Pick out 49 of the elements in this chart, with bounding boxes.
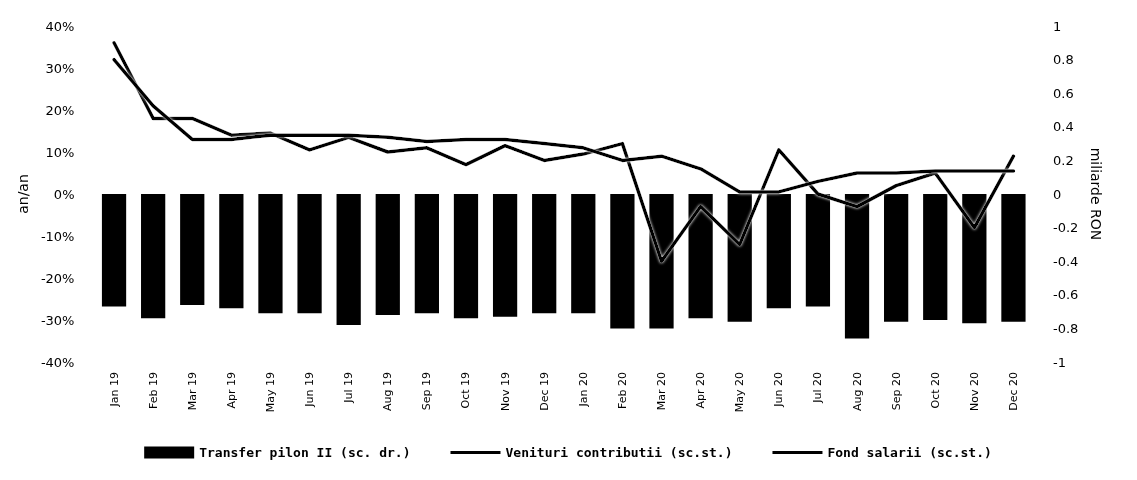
y2-tick-label: 0 <box>1053 186 1062 202</box>
y-tick-label: -40% <box>40 354 75 370</box>
y-axis-title: an/an <box>15 174 31 214</box>
x-tick-label: Aug 19 <box>381 372 395 411</box>
x-tick-label: Nov 20 <box>967 372 981 411</box>
x-tick-label: May 19 <box>263 372 277 413</box>
y2-tick-label: 0.2 <box>1053 152 1074 168</box>
x-tick-label: Jan 19 <box>107 372 121 408</box>
x-tick-label: Mar 20 <box>655 372 668 411</box>
x-tick-label: Apr 19 <box>224 372 238 409</box>
y-tick-label: 20% <box>45 102 75 118</box>
x-tick-label: Jun 19 <box>303 372 317 408</box>
y-tick-label: -10% <box>40 228 75 244</box>
x-tick-label: Feb 20 <box>615 372 629 409</box>
x-tick-label: Oct 19 <box>459 372 473 409</box>
x-tick-label: Jan 20 <box>576 372 590 408</box>
y2-tick-label: 1 <box>1053 18 1062 34</box>
x-tick-label: Sep 19 <box>420 372 434 411</box>
y2-tick-label: -1 <box>1053 354 1066 370</box>
y-tick-label: 40% <box>45 18 75 34</box>
y2-tick-label: 0.4 <box>1053 119 1074 135</box>
x-tick-label: Jul 19 <box>342 372 356 404</box>
x-tick-label: Mar 19 <box>185 372 199 411</box>
x-tick-label: Sep 20 <box>889 372 903 411</box>
y-tick-label: -30% <box>40 312 75 328</box>
x-tick-label: Jul 20 <box>811 372 825 404</box>
y2-tick-label: 0.8 <box>1053 52 1074 68</box>
x-tick-label: Jun 20 <box>772 372 786 408</box>
x-tick-label: Nov 19 <box>498 372 512 411</box>
legend-label: Fond salarii (sc.st.) <box>827 445 992 460</box>
y2-tick-label: 0.6 <box>1053 85 1074 101</box>
x-tick-label: May 20 <box>733 372 747 413</box>
y2-axis-title: miliarde RON <box>1088 147 1105 241</box>
y2-tick-label: -0.4 <box>1053 253 1079 269</box>
x-tick-label: Dec 20 <box>1006 372 1020 411</box>
y-tick-label: -20% <box>40 270 75 286</box>
x-tick-label: Dec 19 <box>537 372 551 411</box>
x-tick-label: Oct 20 <box>928 372 942 409</box>
x-tick-label: Feb 19 <box>146 372 160 409</box>
y-tick-label: 10% <box>45 144 75 160</box>
legend-label: Venituri contributii (sc.st.) <box>505 445 733 460</box>
y-tick-label: 0% <box>53 186 75 202</box>
x-tick-label: Aug 20 <box>850 372 864 411</box>
x-tick-label: Apr 20 <box>694 372 708 409</box>
y-tick-label: 30% <box>45 60 75 76</box>
y2-tick-label: -0.6 <box>1053 287 1079 303</box>
y2-tick-label: -0.2 <box>1053 220 1079 236</box>
legend-label: Transfer pilon II (sc. dr.) <box>199 445 411 460</box>
y2-tick-label: -0.8 <box>1053 320 1079 336</box>
